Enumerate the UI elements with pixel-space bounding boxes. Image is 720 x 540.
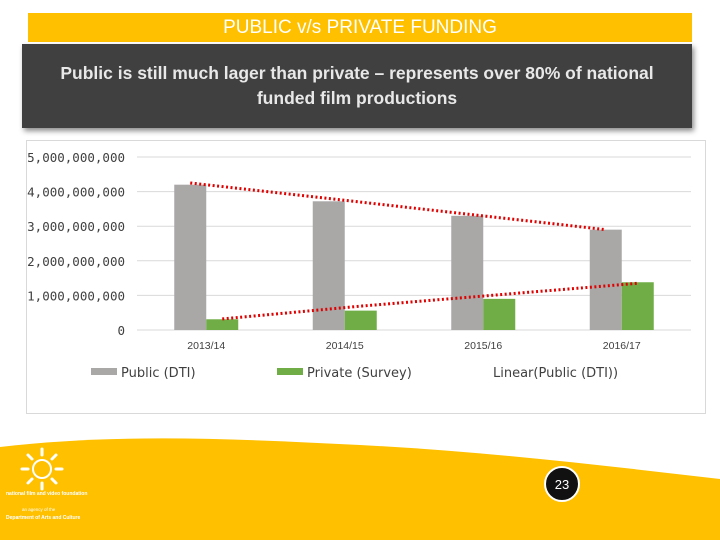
logo-org-name: national film and video foundation [6,491,88,497]
logo-agency-line-1: an agency of the [22,507,56,512]
footer-wave [0,438,720,540]
footer-band [0,438,720,540]
y-tick-label: 5,000,000,000 [27,150,125,165]
legend-public-swatch [91,368,117,375]
legend-linear-public-label: Linear(Public (DTI)) [493,366,618,381]
x-tick-label: 2016/17 [603,340,641,352]
chart-frame: 0 1,000,000,000 2,000,000,000 3,000,000,000… [26,140,706,414]
y-tick-label: 2,000,000,000 [27,254,125,269]
bar-private [483,298,516,330]
subtitle-box: Public is still much lager than private … [22,44,692,128]
sun-logo-icon [20,447,64,491]
page-number-badge: 23 [544,466,580,502]
bar-private [344,310,377,330]
slide-title-bar: PUBLIC v/s PRIVATE FUNDING [28,13,692,42]
slide-title: PUBLIC v/s PRIVATE FUNDING [223,16,497,38]
logo-agency-line-2: Department of Arts and Culture [6,515,81,521]
bar-public [589,229,622,330]
bar-public [174,184,207,330]
legend-public-label: Public (DTI) [121,366,196,381]
x-tick-label: 2013/14 [187,340,225,352]
trendline-public [190,181,606,232]
bar-public [451,215,484,330]
y-tick-label: 1,000,000,000 [27,288,125,303]
page-number: 23 [554,476,570,492]
funding-chart: 0 1,000,000,000 2,000,000,000 3,000,000,000… [27,150,691,381]
bar-private [621,282,654,330]
slide-subtitle: Public is still much lager than private … [60,63,654,108]
legend-private-label: Private (Survey) [307,366,412,381]
trendline-private [222,281,638,321]
y-tick-label: 0 [117,323,125,338]
bar-private [206,319,239,330]
x-tick-label: 2015/16 [464,340,502,352]
y-tick-label: 4,000,000,000 [27,185,125,200]
legend-private-swatch [277,368,303,375]
x-tick-label: 2014/15 [326,340,364,352]
y-tick-label: 3,000,000,000 [27,219,125,234]
